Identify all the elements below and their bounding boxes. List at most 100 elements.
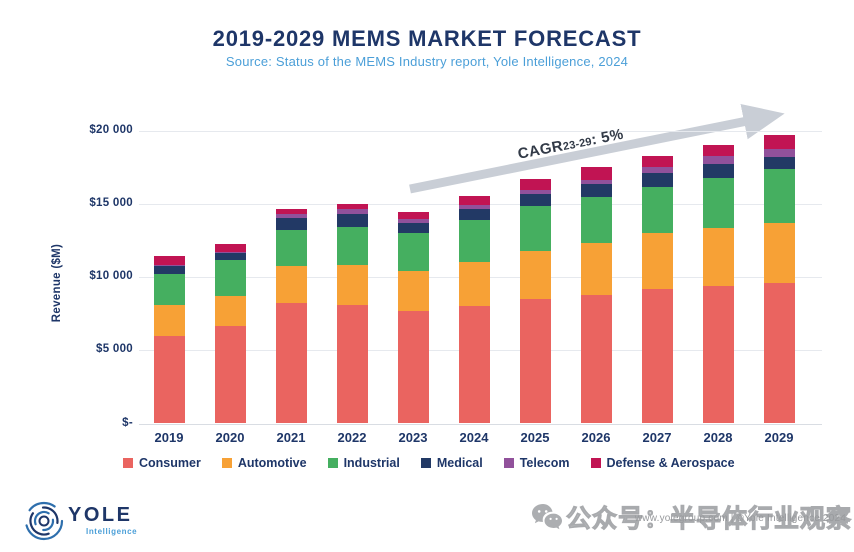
bar-segment-consumer-2029	[763, 283, 795, 424]
bar-segment-consumer-2020	[214, 325, 246, 424]
y-axis-tick-label: $5 000	[96, 343, 133, 356]
bar-segment-defense-aerospace-2024	[458, 196, 490, 205]
bar-segment-industrial-2020	[214, 260, 246, 296]
legend-label: Industrial	[343, 456, 400, 470]
legend-item-defense-aerospace: Defense & Aerospace	[590, 456, 735, 470]
bar-segment-industrial-2023	[397, 233, 429, 271]
bar-segment-defense-aerospace-2026	[580, 167, 612, 180]
y-axis-tick-label: $20 000	[89, 124, 133, 137]
wechat-watermark-text: 公众号：半导体行业观察	[565, 505, 853, 534]
bar-segment-automotive-2022	[336, 264, 368, 306]
x-axis-label-2022: 2022	[337, 430, 367, 445]
legend-swatch-icon	[123, 458, 133, 468]
bar-segment-medical-2028	[702, 163, 734, 178]
bar-segment-industrial-2024	[458, 220, 490, 262]
legend-swatch-icon	[590, 458, 601, 468]
bar-segment-consumer-2024	[458, 305, 490, 424]
bar-segment-automotive-2021	[275, 266, 307, 303]
x-axis-label-2029: 2029	[764, 430, 794, 445]
bar-segment-telecom-2028	[702, 155, 734, 164]
y-axis-title: Revenue ($M)	[51, 243, 63, 323]
bar-segment-telecom-2026	[580, 179, 612, 184]
x-axis-label-2028: 2028	[703, 430, 733, 445]
wechat-icon	[532, 504, 562, 530]
legend-item-industrial: Industrial	[327, 456, 400, 470]
bar-segment-medical-2027	[641, 173, 673, 187]
bar-segment-industrial-2027	[641, 186, 673, 234]
bar-segment-medical-2021	[275, 218, 307, 230]
bar-segment-automotive-2019	[153, 305, 185, 336]
logo-wordmark: YOLE	[68, 504, 133, 526]
bar-segment-medical-2020	[214, 253, 246, 261]
bar-segment-automotive-2026	[580, 242, 612, 295]
bar-segment-telecom-2027	[641, 167, 673, 174]
x-axis-label-2021: 2021	[276, 430, 306, 445]
bar-segment-automotive-2027	[641, 233, 673, 289]
legend-swatch-icon	[503, 458, 514, 468]
logo-subtitle: Intelligence	[86, 527, 138, 536]
bar-segment-industrial-2019	[153, 274, 185, 306]
bar-segment-defense-aerospace-2029	[763, 135, 795, 150]
bar-segment-automotive-2024	[458, 261, 490, 306]
trend-arrow-icon	[409, 103, 785, 194]
x-axis-label-2026: 2026	[581, 430, 611, 445]
bar-segment-automotive-2020	[214, 295, 246, 326]
bar-segment-defense-aerospace-2019	[153, 255, 185, 266]
bar-segment-defense-aerospace-2020	[214, 243, 246, 252]
bar-segment-consumer-2026	[580, 294, 612, 424]
bar-segment-defense-aerospace-2025	[519, 178, 551, 191]
x-axis-label-2020: 2020	[215, 430, 245, 445]
bar-segment-medical-2024	[458, 209, 490, 221]
bar-segment-industrial-2025	[519, 205, 551, 251]
bar-segment-defense-aerospace-2028	[702, 144, 734, 156]
bar-segment-industrial-2029	[763, 169, 795, 224]
bar-segment-consumer-2027	[641, 288, 673, 424]
yole-logo: YOLE Intelligence	[22, 498, 172, 544]
x-axis-label-2027: 2027	[642, 430, 672, 445]
x-axis-label-2023: 2023	[398, 430, 428, 445]
bar-segment-consumer-2028	[702, 286, 734, 424]
bar-segment-defense-aerospace-2023	[397, 211, 429, 220]
x-axis-label-2024: 2024	[459, 430, 489, 445]
bar-segment-consumer-2021	[275, 302, 307, 424]
x-axis-label-2025: 2025	[520, 430, 550, 445]
legend-item-automotive: Automotive	[221, 456, 307, 470]
bar-segment-medical-2026	[580, 183, 612, 197]
bar-segment-consumer-2023	[397, 310, 429, 424]
copyright-credit: www.yolegroup.com | ©Yole Intelligence 2…	[634, 513, 846, 524]
legend-label: Automotive	[237, 456, 307, 470]
bar-segment-defense-aerospace-2022	[336, 204, 368, 210]
bar-segment-consumer-2022	[336, 305, 368, 424]
x-axis-line	[139, 423, 822, 425]
bar-segment-medical-2025	[519, 193, 551, 206]
bar-segment-industrial-2021	[275, 229, 307, 267]
y-axis-tick-label: $10 000	[89, 270, 133, 283]
y-axis-tick-label: $15 000	[89, 197, 133, 210]
bar-segment-industrial-2022	[336, 226, 368, 265]
bar-segment-defense-aerospace-2027	[641, 155, 673, 168]
bar-segment-automotive-2025	[519, 250, 551, 300]
bar-segment-medical-2023	[397, 223, 429, 234]
legend: Consumer Automotive Industrial Medical Telec…	[123, 456, 735, 470]
legend-label: Telecom	[519, 456, 570, 470]
bar-segment-industrial-2026	[580, 196, 612, 243]
y-axis-tick-label: $-	[122, 416, 133, 429]
yole-logo-icon	[24, 501, 64, 541]
bar-segment-telecom-2021	[275, 214, 307, 219]
bar-segment-automotive-2029	[763, 223, 795, 284]
bar-segment-industrial-2028	[702, 177, 734, 228]
page-title: 2019-2029 MEMS MARKET FORECAST	[212, 26, 642, 51]
bar-segment-medical-2022	[336, 213, 368, 227]
bar-segment-consumer-2025	[519, 299, 551, 424]
bar-segment-telecom-2024	[458, 204, 490, 210]
bar-segment-consumer-2019	[153, 335, 185, 424]
bar-segment-defense-aerospace-2021	[275, 208, 307, 215]
legend-swatch-icon	[221, 458, 232, 468]
x-axis-label-2019: 2019	[154, 430, 184, 445]
bar-segment-telecom-2023	[397, 219, 429, 224]
bar-segment-telecom-2022	[336, 209, 368, 214]
legend-swatch-icon	[327, 458, 338, 468]
bar-segment-medical-2019	[153, 266, 185, 275]
bar-segment-telecom-2019	[153, 265, 185, 267]
